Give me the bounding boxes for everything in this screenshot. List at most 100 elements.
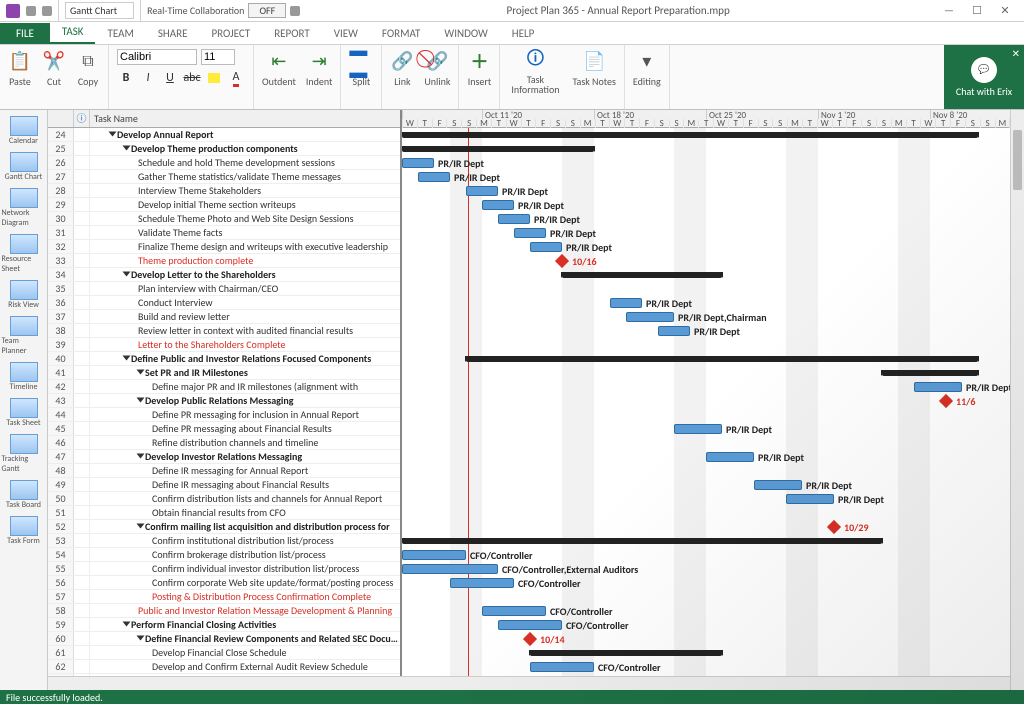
underline-button[interactable]: U [161,69,179,87]
task-information-button[interactable]: 🛈Task Information [508,49,562,95]
tab-share[interactable]: SHARE [146,23,200,44]
task-name-cell[interactable]: Develop initial Theme section writeups [90,198,400,211]
task-name-cell[interactable]: Letter to the Shareholders Complete [90,338,400,351]
task-name-cell[interactable]: Confirm brokerage distribution list/proc… [90,548,400,561]
font-name-input[interactable] [117,49,197,65]
task-notes-button[interactable]: 📄Task Notes [572,49,615,95]
table-row[interactable]: 27Gather Theme statistics/validate Theme… [48,170,400,184]
table-row[interactable]: 40Define Public and Investor Relations F… [48,352,400,366]
header-id-cell[interactable] [48,110,74,127]
view-selector[interactable]: Gantt Chart [58,0,140,21]
insert-button[interactable]: ＋Insert [467,49,491,88]
task-name-cell[interactable]: Define Public and Investor Relations Foc… [90,352,400,365]
gantt-bar[interactable] [514,228,546,238]
tab-window[interactable]: WINDOW [432,23,499,44]
header-info-cell[interactable]: ⓘ [74,110,90,127]
sidebar-item-calendar[interactable]: Calendar [2,114,46,148]
task-name-cell[interactable]: Conduct Interview [90,296,400,309]
task-name-cell[interactable]: Develop Public Relations Messaging [90,394,400,407]
table-row[interactable]: 30Schedule Theme Photo and Web Site Desi… [48,212,400,226]
table-row[interactable]: 38Review letter in context with audited … [48,324,400,338]
table-row[interactable]: 43Develop Public Relations Messaging [48,394,400,408]
view-selector-value[interactable]: Gantt Chart [65,2,134,19]
highlight-button[interactable] [205,69,223,87]
sidebar-item-task-sheet[interactable]: Task Sheet [2,396,46,430]
task-name-cell[interactable]: Public and Investor Relation Message Dev… [90,604,400,617]
collapse-icon[interactable] [137,454,145,459]
rtc-more-icon[interactable] [290,6,300,16]
table-row[interactable]: 31Validate Theme facts [48,226,400,240]
task-name-cell[interactable]: Build and review letter [90,310,400,323]
gantt-summary-bar[interactable] [402,132,978,138]
table-row[interactable]: 49Define IR messaging about Financial Re… [48,478,400,492]
task-name-cell[interactable]: Review letter in context with audited fi… [90,324,400,337]
task-name-cell[interactable]: Perform Financial Closing Activities [90,618,400,631]
task-name-cell[interactable]: Theme production complete [90,254,400,267]
gantt-bar[interactable] [466,186,498,196]
collapse-icon[interactable] [123,356,131,361]
task-name-cell[interactable]: Refine distribution channels and timelin… [90,436,400,449]
rtc-toggle[interactable]: OFF [248,3,286,18]
strike-button[interactable]: abc [183,69,201,87]
table-row[interactable]: 46Refine distribution channels and timel… [48,436,400,450]
vertical-scrollbar[interactable] [1010,110,1024,690]
gantt-bar[interactable] [498,214,530,224]
table-row[interactable]: 56Confirm corporate Web site update/form… [48,576,400,590]
table-row[interactable]: 50Confirm distribution lists and channel… [48,492,400,506]
task-name-cell[interactable]: Develop Theme production components [90,142,400,155]
sidebar-item-gantt-chart[interactable]: Gantt Chart [2,150,46,184]
table-row[interactable]: 54Confirm brokerage distribution list/pr… [48,548,400,562]
table-row[interactable]: 42Define major PR and IR milestones (ali… [48,380,400,394]
collapse-icon[interactable] [123,146,131,151]
split-button[interactable]: ▬ ▬Split [349,49,373,88]
sidebar-item-timeline[interactable]: Timeline [2,360,46,394]
paste-button[interactable]: 📋Paste [8,49,32,88]
gantt-bar[interactable] [450,578,514,588]
chat-with-erix-button[interactable]: ✕ 💬 Chat with Erix [944,45,1024,109]
unlink-button[interactable]: 🔗⃠Unlink [424,49,450,88]
italic-button[interactable]: I [139,69,157,87]
task-name-cell[interactable]: Confirm individual investor distribution… [90,562,400,575]
font-color-button[interactable]: A [227,69,245,87]
cut-button[interactable]: ✂️Cut [42,49,66,88]
sidebar-item-task-form[interactable]: Task Form [2,514,46,548]
task-name-cell[interactable]: Define PR messaging for inclusion in Ann… [90,408,400,421]
task-name-cell[interactable]: Confirm institutional distribution list/… [90,534,400,547]
gantt-bar[interactable] [610,298,642,308]
task-name-cell[interactable]: Define major PR and IR milestones (align… [90,380,400,393]
task-name-cell[interactable]: Develop Financial Close Schedule [90,646,400,659]
task-name-cell[interactable]: Plan interview with Chairman/CEO [90,282,400,295]
table-row[interactable]: 29Develop initial Theme section writeups [48,198,400,212]
gantt-bar[interactable] [530,662,594,672]
table-row[interactable]: 55Confirm individual investor distributi… [48,562,400,576]
gantt-summary-bar[interactable] [530,650,722,656]
task-name-cell[interactable]: Confirm distribution lists and channels … [90,492,400,505]
collapse-icon[interactable] [123,272,131,277]
tab-task[interactable]: TASK [50,21,96,44]
gantt-bar[interactable] [530,242,562,252]
table-row[interactable]: 57Posting & Distribution Process Confirm… [48,590,400,604]
gantt-bar[interactable] [626,312,674,322]
task-name-cell[interactable]: Develop and Confirm External Audit Revie… [90,660,400,673]
tab-team[interactable]: TEAM [95,23,145,44]
task-table-body[interactable]: 24Develop Annual Report25Develop Theme p… [48,128,400,690]
table-row[interactable]: 59Perform Financial Closing Activities [48,618,400,632]
gantt-milestone[interactable] [827,520,841,534]
gantt-summary-bar[interactable] [402,538,882,544]
window-maximize-icon[interactable]: ☐ [968,4,986,17]
collapse-icon[interactable] [137,398,145,403]
gantt-bar[interactable] [482,200,514,210]
indent-button[interactable]: ⇥Indent [306,49,333,88]
tab-help[interactable]: HELP [500,23,547,44]
table-row[interactable]: 28Interview Theme Stakeholders [48,184,400,198]
bold-button[interactable]: B [117,69,135,87]
gantt-chart[interactable]: Oct 11 '20Oct 18 '20Oct 25 '20Nov 1 '20N… [402,110,1024,690]
header-name-cell[interactable]: Task Name [90,110,400,127]
tab-report[interactable]: REPORT [262,23,322,44]
sidebar-item-tracking-gantt[interactable]: Tracking Gantt [2,432,46,476]
table-row[interactable]: 32Finalize Theme design and writeups wit… [48,240,400,254]
task-name-cell[interactable]: Finalize Theme design and writeups with … [90,240,400,253]
scroll-thumb[interactable] [1013,130,1022,190]
sidebar-item-team-planner[interactable]: Team Planner [2,314,46,358]
table-row[interactable]: 51Obtain financial results from CFO [48,506,400,520]
